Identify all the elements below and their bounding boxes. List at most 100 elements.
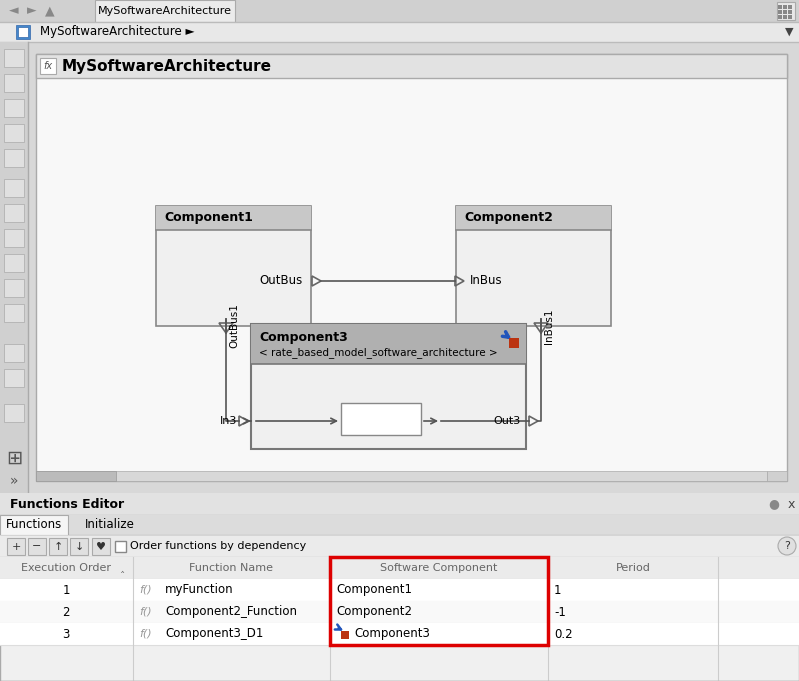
- FancyBboxPatch shape: [0, 22, 799, 42]
- FancyBboxPatch shape: [156, 206, 311, 230]
- Text: f(): f(): [139, 607, 152, 617]
- FancyBboxPatch shape: [456, 206, 611, 230]
- FancyBboxPatch shape: [783, 10, 787, 14]
- FancyBboxPatch shape: [783, 5, 787, 9]
- Text: ⊞: ⊞: [6, 449, 22, 467]
- Text: Component2: Component2: [336, 605, 412, 618]
- FancyBboxPatch shape: [341, 403, 421, 435]
- FancyBboxPatch shape: [0, 601, 799, 623]
- Text: +: +: [11, 541, 21, 552]
- FancyBboxPatch shape: [36, 471, 116, 481]
- Text: Component3_D1: Component3_D1: [165, 627, 264, 641]
- FancyBboxPatch shape: [0, 535, 799, 557]
- Text: Component1: Component1: [336, 584, 412, 597]
- FancyBboxPatch shape: [4, 124, 24, 142]
- FancyBboxPatch shape: [778, 10, 782, 14]
- FancyBboxPatch shape: [0, 493, 799, 515]
- FancyBboxPatch shape: [251, 324, 526, 364]
- Text: Function Name: Function Name: [189, 563, 273, 573]
- Text: ▲: ▲: [46, 5, 55, 18]
- FancyBboxPatch shape: [28, 538, 46, 555]
- FancyBboxPatch shape: [4, 204, 24, 222]
- FancyBboxPatch shape: [0, 515, 799, 535]
- FancyBboxPatch shape: [456, 206, 611, 326]
- Text: ↓: ↓: [74, 541, 84, 552]
- Text: -1: -1: [554, 605, 566, 618]
- Text: MySoftwareArchitecture ►: MySoftwareArchitecture ►: [40, 25, 194, 39]
- Text: ●: ●: [769, 498, 780, 511]
- Text: Out3: Out3: [494, 416, 521, 426]
- FancyBboxPatch shape: [341, 631, 349, 639]
- Text: Functions Editor: Functions Editor: [10, 498, 124, 511]
- FancyBboxPatch shape: [0, 493, 799, 681]
- Text: Component3: Component3: [259, 330, 348, 343]
- Text: Component2_Function: Component2_Function: [165, 605, 297, 618]
- Text: ♥: ♥: [96, 541, 106, 552]
- FancyBboxPatch shape: [4, 279, 24, 297]
- Text: Period: Period: [615, 563, 650, 573]
- Text: x: x: [787, 498, 795, 511]
- FancyBboxPatch shape: [49, 538, 67, 555]
- Text: Execution Order: Execution Order: [21, 563, 111, 573]
- FancyBboxPatch shape: [788, 15, 792, 19]
- FancyBboxPatch shape: [4, 344, 24, 362]
- Text: MySoftwareArchitecture: MySoftwareArchitecture: [62, 59, 272, 74]
- FancyBboxPatch shape: [18, 27, 28, 37]
- Text: MySoftwareArchitecture: MySoftwareArchitecture: [98, 6, 232, 16]
- Text: OutBus: OutBus: [260, 274, 303, 287]
- FancyBboxPatch shape: [783, 15, 787, 19]
- FancyBboxPatch shape: [16, 25, 30, 39]
- FancyBboxPatch shape: [4, 369, 24, 387]
- Text: OutBus1: OutBus1: [229, 304, 239, 349]
- FancyBboxPatch shape: [40, 58, 56, 74]
- FancyBboxPatch shape: [0, 557, 799, 579]
- FancyBboxPatch shape: [95, 0, 235, 22]
- FancyBboxPatch shape: [115, 541, 126, 552]
- Text: myFunction: myFunction: [165, 584, 233, 597]
- Text: InBus1: InBus1: [544, 308, 554, 344]
- FancyBboxPatch shape: [788, 5, 792, 9]
- FancyBboxPatch shape: [0, 42, 28, 493]
- Text: Component3: Component3: [354, 627, 430, 641]
- Text: Component2: Component2: [464, 212, 553, 225]
- FancyBboxPatch shape: [0, 0, 799, 22]
- Text: Functions: Functions: [6, 518, 62, 531]
- FancyBboxPatch shape: [777, 2, 795, 20]
- FancyBboxPatch shape: [4, 229, 24, 247]
- FancyBboxPatch shape: [92, 538, 110, 555]
- Text: ↑: ↑: [54, 541, 62, 552]
- Text: 0.2: 0.2: [554, 627, 573, 641]
- Text: 3: 3: [62, 627, 70, 641]
- Text: 1: 1: [554, 584, 562, 597]
- FancyBboxPatch shape: [156, 206, 311, 326]
- FancyBboxPatch shape: [36, 54, 787, 481]
- Text: Software Component: Software Component: [380, 563, 498, 573]
- FancyBboxPatch shape: [4, 149, 24, 167]
- Text: f(): f(): [139, 629, 152, 639]
- Text: 1: 1: [62, 584, 70, 597]
- FancyBboxPatch shape: [509, 338, 519, 348]
- FancyBboxPatch shape: [4, 99, 24, 117]
- Text: ▼: ▼: [785, 27, 793, 37]
- Text: f(): f(): [139, 585, 152, 595]
- Text: Component1: Component1: [164, 212, 252, 225]
- FancyBboxPatch shape: [767, 471, 787, 481]
- FancyBboxPatch shape: [788, 10, 792, 14]
- Text: ‸: ‸: [121, 563, 125, 573]
- Text: ?: ?: [784, 541, 790, 551]
- FancyBboxPatch shape: [4, 179, 24, 197]
- FancyBboxPatch shape: [0, 623, 799, 645]
- FancyBboxPatch shape: [4, 74, 24, 92]
- FancyBboxPatch shape: [778, 15, 782, 19]
- FancyBboxPatch shape: [4, 304, 24, 322]
- FancyBboxPatch shape: [36, 54, 787, 78]
- Text: fx: fx: [43, 61, 53, 71]
- Text: ◄: ◄: [9, 5, 19, 18]
- FancyBboxPatch shape: [0, 579, 799, 601]
- FancyBboxPatch shape: [0, 515, 68, 535]
- FancyBboxPatch shape: [36, 471, 767, 481]
- FancyBboxPatch shape: [4, 404, 24, 422]
- FancyBboxPatch shape: [7, 538, 25, 555]
- Text: −: −: [32, 541, 42, 552]
- Text: Initialize: Initialize: [85, 518, 135, 531]
